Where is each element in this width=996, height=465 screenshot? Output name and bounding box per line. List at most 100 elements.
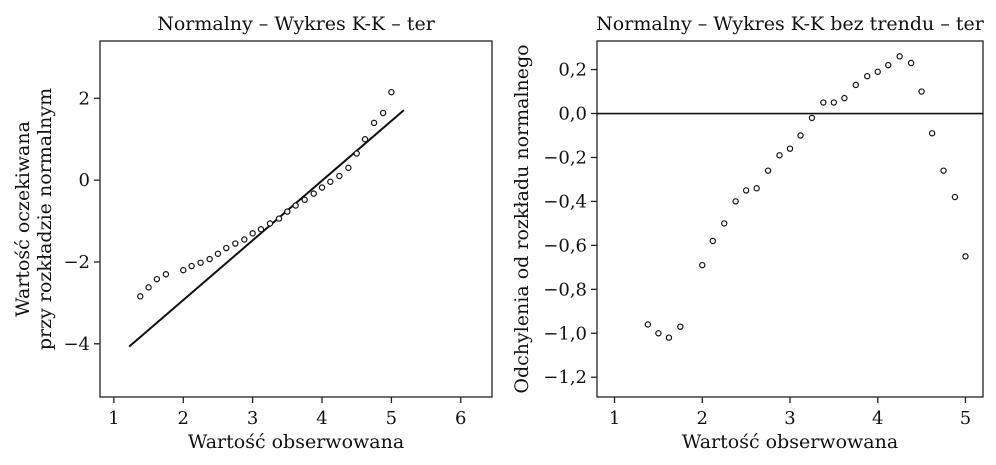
- detrended-qq-plot-title: Normalny – Wykres K-K bez trendu – ter: [596, 13, 985, 35]
- detrended-qq-plot-point: [808, 114, 816, 122]
- detrended-qq-plot-point: [764, 167, 772, 174]
- detrended-qq-plot-x-tick-label: 1: [609, 408, 620, 429]
- qq-plot-point: [310, 190, 317, 197]
- detrended-qq-plot-point: [797, 132, 804, 139]
- qq-plot-title: Normalny – Wykres K-K – ter: [157, 13, 435, 35]
- qq-plot-point: [336, 172, 343, 180]
- detrended-qq-plot-point: [665, 334, 673, 341]
- qq-plot-point: [241, 236, 248, 243]
- qq-plot-y-tick-label: −4: [63, 334, 90, 355]
- qq-plot-y-tick-label: 0: [79, 170, 90, 191]
- qq-plot-point: [345, 164, 352, 172]
- qq-plot-y-tick-label: 2: [79, 88, 90, 109]
- detrended-qq-plot-point: [677, 323, 684, 330]
- qq-plot-x-tick-label: 6: [455, 408, 466, 429]
- qq-plot-point: [145, 284, 152, 291]
- detrended-qq-plot-y-tick-label: −1,0: [543, 323, 587, 344]
- detrended-qq-plot-point: [709, 237, 717, 245]
- qq-plot-x-tick-label: 1: [108, 408, 119, 429]
- detrended-qq-plot-y-tick-label: −1,2: [543, 367, 587, 388]
- detrended-qq-plot-point: [699, 261, 706, 269]
- qq-plot-points: [137, 88, 395, 300]
- qq-plot-point: [370, 119, 378, 127]
- detrended-qq-plot-point: [753, 185, 760, 192]
- qq-plot-point: [379, 109, 387, 117]
- qq-plot-point: [197, 259, 204, 266]
- detrended-qq-plot-point: [951, 193, 959, 201]
- detrended-qq-plot-x-tick-label: 4: [872, 408, 883, 429]
- detrended-qq-plot-point: [896, 53, 903, 60]
- qq-plot-point: [361, 136, 369, 143]
- qq-plot-y-label-line-2: przy rozkładzie normalnym: [34, 88, 56, 350]
- qq-plot-point: [284, 208, 291, 215]
- detrended-qq-plot-frame: [596, 40, 984, 398]
- detrended-qq-plot-point: [885, 61, 892, 69]
- qq-plot-point: [301, 196, 308, 203]
- qq-plot-point: [180, 266, 187, 274]
- detrended-qq-plot-x-tick-label: 2: [697, 408, 708, 429]
- qq-plot-frame: [99, 40, 493, 398]
- qq-plot-point: [188, 262, 195, 270]
- detrended-qq-plot-point: [830, 99, 838, 106]
- detrended-qq-plot-point: [776, 152, 783, 159]
- qq-plot-point: [318, 184, 326, 191]
- qq-plot-y-label-line-1: Wartość oczekiwana: [12, 121, 34, 317]
- detrended-qq-plot-y-tick-label: −0,2: [543, 147, 587, 168]
- qq-plot-x-label: Wartość obserwowana: [188, 431, 404, 453]
- qq-plot-point: [162, 271, 170, 278]
- detrended-qq-plot-y-tick-label: −0,4: [543, 191, 587, 212]
- detrended-qq-plot-y-tick-label: 0,0: [558, 104, 587, 125]
- detrended-qq-plot-point: [864, 72, 871, 80]
- detrended-qq-plot-point: [962, 253, 969, 260]
- detrended-qq-plot-panel: Normalny – Wykres K-K bez trendu – ter 1…: [511, 13, 985, 453]
- detrended-qq-plot-point: [874, 68, 881, 75]
- detrended-qq-plot-x-label: Wartość obserwowana: [682, 431, 898, 453]
- qq-plot-point: [249, 230, 256, 237]
- detrended-qq-plot-point: [644, 321, 652, 328]
- qq-plot-point: [266, 220, 274, 227]
- qq-plot-point: [223, 244, 230, 252]
- qq-plot-point: [292, 202, 299, 209]
- detrended-qq-plot-y-tick-label: −0,8: [543, 279, 587, 300]
- detrended-qq-plot-point: [940, 167, 947, 174]
- detrended-qq-plot-point: [820, 99, 827, 106]
- qq-plot-x-tick-label: 2: [178, 408, 189, 429]
- qq-plot-x-tick-label: 3: [247, 408, 258, 429]
- detrended-qq-plot-point: [907, 59, 915, 67]
- detrended-qq-plot-x-tick-label: 3: [784, 408, 795, 429]
- detrended-qq-plot-x-tick-label: 5: [960, 408, 971, 429]
- qq-plot-point: [388, 88, 395, 96]
- qq-plot-point: [232, 240, 239, 247]
- qq-plot-point: [353, 150, 360, 157]
- qq-plot-panel: Normalny – Wykres K-K – ter 1 2 3 4 5 6 −4 −2 0…: [12, 13, 493, 453]
- detrended-qq-plot-x-axis: 1 2 3 4 5: [609, 397, 971, 429]
- detrended-qq-plot-point: [732, 198, 739, 205]
- qq-plot-point: [214, 250, 222, 257]
- detrended-qq-plot-points: [644, 53, 969, 341]
- qq-plot-point: [275, 215, 283, 222]
- qq-plot-y-label: Wartość oczekiwana przy rozkładzie norma…: [12, 88, 56, 350]
- qq-plot-point: [206, 255, 213, 263]
- detrended-qq-plot-y-tick-label: −0,6: [543, 235, 587, 256]
- qq-plot-point: [257, 226, 265, 233]
- detrended-qq-plot-y-label: Odchylenia od rozkładu normalnego: [511, 44, 533, 393]
- detrended-qq-plot-point: [655, 330, 662, 337]
- qq-plot-point: [153, 275, 161, 283]
- qq-plot-y-tick-label: −2: [63, 252, 90, 273]
- qq-plot-x-tick-label: 4: [316, 408, 327, 429]
- detrended-qq-plot-point: [721, 220, 728, 227]
- qq-plot-y-axis: −4 −2 0 2: [63, 88, 100, 355]
- detrended-qq-plot-point: [841, 94, 848, 102]
- detrended-qq-plot-y-label-text: Odchylenia od rozkładu normalnego: [511, 44, 533, 393]
- detrended-qq-plot-point: [742, 187, 750, 194]
- qq-plot-point: [327, 178, 334, 185]
- detrended-qq-plot-y-tick-label: 0,2: [558, 60, 587, 81]
- qq-plot-reference-line: [128, 109, 405, 348]
- qq-plot-x-axis: 1 2 3 4 5 6: [108, 397, 467, 429]
- detrended-qq-plot-point: [852, 81, 859, 89]
- detrended-qq-plot-point: [918, 88, 925, 95]
- detrended-qq-plot-point: [786, 145, 794, 152]
- detrended-qq-plot-y-axis: −1,2 −1,0 −0,8 −0,6 −0,4 −0,2 0,0 0,2: [543, 60, 597, 388]
